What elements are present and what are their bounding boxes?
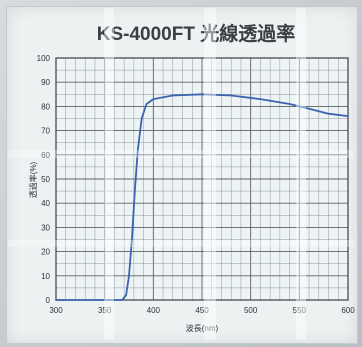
y-tick-label: 60 [41,151,50,160]
glare-horizontal-band [8,240,354,247]
x-tick-labels: 300 350 400 450 500 550 600 [49,306,355,315]
plot-frame [55,57,349,301]
x-tick-label: 350 [98,306,112,315]
y-tick-label: 30 [41,223,50,232]
x-tick-label: 450 [195,306,209,315]
x-tick-label: 600 [341,306,355,315]
glare-vertical-band [204,8,216,340]
y-tick-labels: 0 10 20 30 40 50 60 70 80 90 100 [37,54,51,305]
y-tick-label: 90 [41,78,50,87]
y-tick-label: 20 [41,248,50,257]
y-tick-label: 50 [41,175,50,184]
y-tick-label: 10 [41,272,50,281]
series-layer [55,93,349,301]
x-tick-label: 500 [244,306,258,315]
y-tick-label: 0 [46,296,51,305]
y-tick-label: 80 [41,102,50,111]
glare-horizontal-band [8,150,354,158]
x-axis-label: 波長(nm) [186,323,219,333]
y-tick-label: 100 [37,54,51,63]
y-tick-label: 40 [41,199,50,208]
x-tick-label: 550 [293,306,307,315]
glare-vertical-band [104,8,114,340]
y-tick-label: 70 [41,127,50,136]
transmittance-line [55,93,349,301]
plot-area [55,57,349,301]
chart-title: KS-4000FT 光線透過率 [97,22,295,45]
photo-glare [8,8,354,340]
y-axis-label: 透過率(%) [28,161,38,198]
x-tick-label: 400 [147,306,161,315]
glare-vertical-band [296,8,306,340]
x-tick-label: 300 [49,306,63,315]
